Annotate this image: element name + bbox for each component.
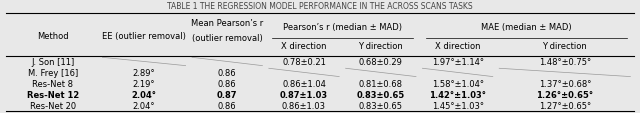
Text: 2.19°: 2.19° bbox=[132, 79, 156, 88]
Text: 1.48°±0.75°: 1.48°±0.75° bbox=[539, 58, 591, 66]
Text: 1.45°±1.03°: 1.45°±1.03° bbox=[431, 101, 484, 110]
Text: 1.27°±0.65°: 1.27°±0.65° bbox=[539, 101, 591, 110]
Text: J. Son [11]: J. Son [11] bbox=[31, 58, 74, 66]
Text: Method: Method bbox=[37, 32, 68, 41]
Text: Res-Net 8: Res-Net 8 bbox=[32, 79, 74, 88]
Text: 0.68±0.29: 0.68±0.29 bbox=[359, 58, 403, 66]
Text: 0.83±0.65: 0.83±0.65 bbox=[359, 101, 403, 110]
Text: 0.86: 0.86 bbox=[218, 68, 237, 77]
Text: 2.04°: 2.04° bbox=[131, 90, 157, 99]
Text: EE (outlier removal): EE (outlier removal) bbox=[102, 32, 186, 41]
Text: 0.87±1.03: 0.87±1.03 bbox=[280, 90, 328, 99]
Text: MAE (median ± MAD): MAE (median ± MAD) bbox=[481, 23, 572, 32]
Text: 0.78±0.21: 0.78±0.21 bbox=[282, 58, 326, 66]
Text: X direction: X direction bbox=[281, 41, 327, 50]
Text: Pearson’s r (median ± MAD): Pearson’s r (median ± MAD) bbox=[283, 23, 402, 32]
Text: 2.04°: 2.04° bbox=[132, 101, 156, 110]
Text: Y direction: Y direction bbox=[543, 41, 587, 50]
Text: 1.97°±1.14°: 1.97°±1.14° bbox=[431, 58, 484, 66]
Text: TABLE 1 THE REGRESSION MODEL PERFORMANCE IN THE ACROSS SCANS TASKS: TABLE 1 THE REGRESSION MODEL PERFORMANCE… bbox=[167, 2, 473, 11]
Text: M. Frey [16]: M. Frey [16] bbox=[28, 68, 78, 77]
Text: Res-Net 20: Res-Net 20 bbox=[29, 101, 76, 110]
Text: (outlier removal): (outlier removal) bbox=[192, 34, 262, 43]
Text: 0.86: 0.86 bbox=[218, 79, 237, 88]
Text: X direction: X direction bbox=[435, 41, 481, 50]
Text: 1.37°±0.68°: 1.37°±0.68° bbox=[539, 79, 591, 88]
Text: Mean Pearson’s r: Mean Pearson’s r bbox=[191, 19, 263, 28]
Text: 0.81±0.68: 0.81±0.68 bbox=[359, 79, 403, 88]
Text: 0.87: 0.87 bbox=[217, 90, 237, 99]
Text: 0.86: 0.86 bbox=[218, 101, 237, 110]
Text: 2.89°: 2.89° bbox=[132, 68, 156, 77]
Text: 0.86±1.03: 0.86±1.03 bbox=[282, 101, 326, 110]
Text: 0.86±1.04: 0.86±1.04 bbox=[282, 79, 326, 88]
Text: Y direction: Y direction bbox=[358, 41, 403, 50]
Text: 0.83±0.65: 0.83±0.65 bbox=[356, 90, 405, 99]
Text: 1.42°±1.03°: 1.42°±1.03° bbox=[429, 90, 486, 99]
Text: 1.58°±1.04°: 1.58°±1.04° bbox=[431, 79, 484, 88]
Text: 1.26°±0.65°: 1.26°±0.65° bbox=[536, 90, 593, 99]
Text: Res-Net 12: Res-Net 12 bbox=[27, 90, 79, 99]
